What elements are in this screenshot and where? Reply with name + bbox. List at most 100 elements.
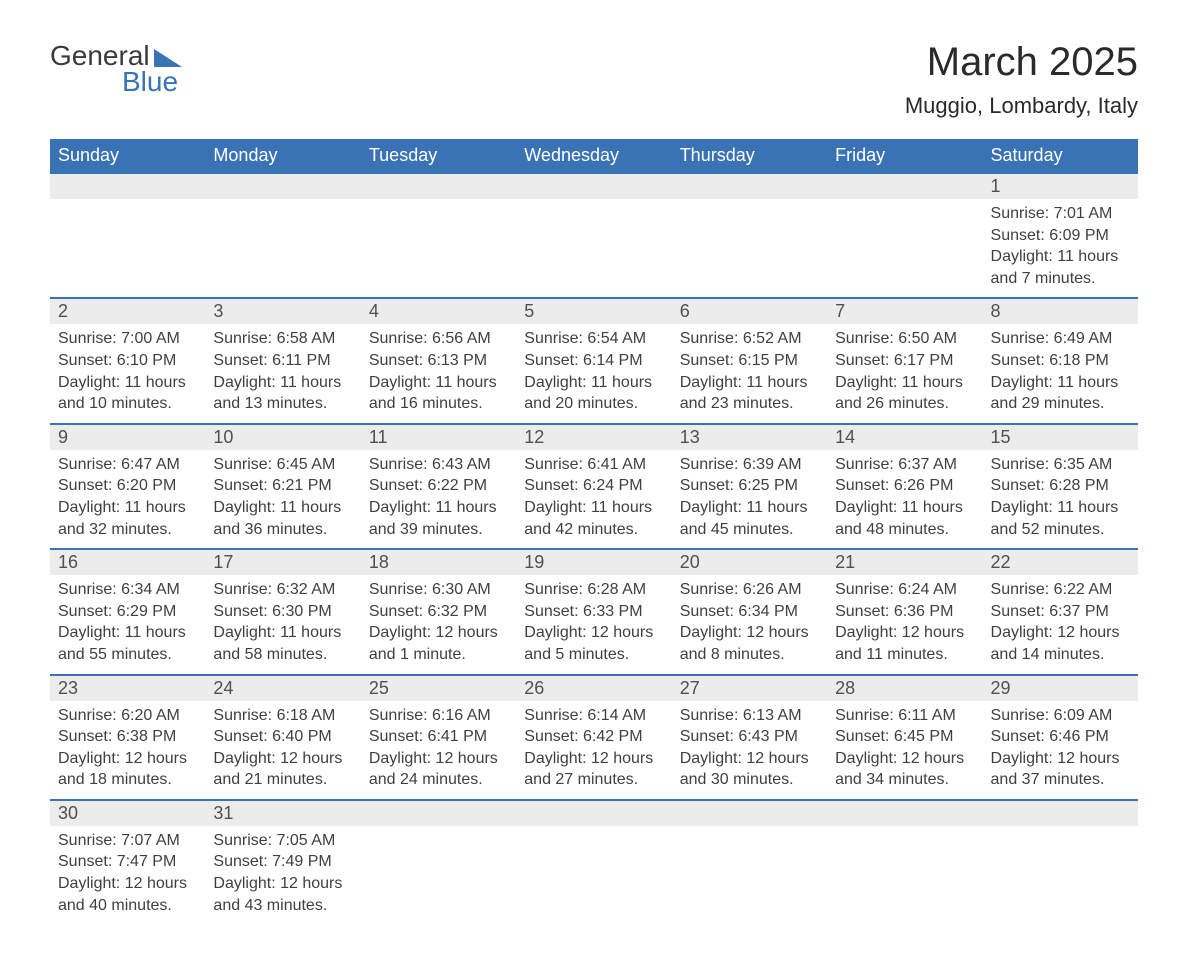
daylight-text-2: and 5 minutes. [524, 644, 663, 666]
info-cell: Sunrise: 7:07 AMSunset: 7:47 PMDaylight:… [50, 826, 205, 924]
daylight-text-1: Daylight: 12 hours [680, 748, 819, 770]
date-cell: 26 [516, 675, 671, 701]
sunset-text: Sunset: 6:42 PM [524, 726, 663, 748]
daylight-text-2: and 20 minutes. [524, 393, 663, 415]
sunrise-text: Sunrise: 6:56 AM [369, 328, 508, 350]
sunrise-text: Sunrise: 6:30 AM [369, 579, 508, 601]
date-cell: 12 [516, 424, 671, 450]
info-cell: Sunrise: 7:05 AMSunset: 7:49 PMDaylight:… [205, 826, 360, 924]
daylight-text-1: Daylight: 11 hours [680, 497, 819, 519]
info-cell: Sunrise: 6:41 AMSunset: 6:24 PMDaylight:… [516, 450, 671, 549]
date-cell: 24 [205, 675, 360, 701]
info-cell: Sunrise: 7:01 AMSunset: 6:09 PMDaylight:… [983, 199, 1138, 298]
header: General Blue March 2025 Muggio, Lombardy… [50, 40, 1138, 119]
date-cell: 10 [205, 424, 360, 450]
date-cell: 17 [205, 549, 360, 575]
info-cell: Sunrise: 6:50 AMSunset: 6:17 PMDaylight:… [827, 324, 982, 423]
sunrise-text: Sunrise: 6:26 AM [680, 579, 819, 601]
daylight-text-1: Daylight: 12 hours [991, 748, 1130, 770]
daylight-text-2: and 11 minutes. [835, 644, 974, 666]
sunset-text: Sunset: 6:09 PM [991, 225, 1130, 247]
date-cell: 18 [361, 549, 516, 575]
sunset-text: Sunset: 7:49 PM [213, 851, 352, 873]
daylight-text-2: and 42 minutes. [524, 519, 663, 541]
daylight-text-1: Daylight: 12 hours [58, 873, 197, 895]
info-row: Sunrise: 6:20 AMSunset: 6:38 PMDaylight:… [50, 701, 1138, 800]
daylight-text-2: and 7 minutes. [991, 268, 1130, 290]
sunrise-text: Sunrise: 6:47 AM [58, 454, 197, 476]
daylight-text-2: and 58 minutes. [213, 644, 352, 666]
info-cell: Sunrise: 6:47 AMSunset: 6:20 PMDaylight:… [50, 450, 205, 549]
month-title: March 2025 [905, 40, 1138, 85]
day-header: Thursday [672, 139, 827, 173]
sunset-text: Sunset: 6:28 PM [991, 475, 1130, 497]
daylight-text-2: and 48 minutes. [835, 519, 974, 541]
info-cell [361, 826, 516, 924]
info-cell: Sunrise: 6:30 AMSunset: 6:32 PMDaylight:… [361, 575, 516, 674]
daylight-text-2: and 23 minutes. [680, 393, 819, 415]
date-cell: 5 [516, 298, 671, 324]
date-cell: 23 [50, 675, 205, 701]
sunrise-text: Sunrise: 6:54 AM [524, 328, 663, 350]
info-cell: Sunrise: 6:11 AMSunset: 6:45 PMDaylight:… [827, 701, 982, 800]
date-cell: 25 [361, 675, 516, 701]
sunset-text: Sunset: 6:26 PM [835, 475, 974, 497]
info-cell: Sunrise: 7:00 AMSunset: 6:10 PMDaylight:… [50, 324, 205, 423]
date-cell [672, 173, 827, 199]
sunset-text: Sunset: 6:45 PM [835, 726, 974, 748]
sunset-text: Sunset: 6:34 PM [680, 601, 819, 623]
info-cell [205, 199, 360, 298]
daylight-text-2: and 24 minutes. [369, 769, 508, 791]
date-cell: 15 [983, 424, 1138, 450]
sunset-text: Sunset: 6:22 PM [369, 475, 508, 497]
date-cell [516, 173, 671, 199]
daylight-text-2: and 34 minutes. [835, 769, 974, 791]
info-cell [672, 199, 827, 298]
date-cell: 6 [672, 298, 827, 324]
logo: General Blue [50, 40, 182, 98]
daylight-text-2: and 18 minutes. [58, 769, 197, 791]
daylight-text-2: and 52 minutes. [991, 519, 1130, 541]
sunset-text: Sunset: 6:33 PM [524, 601, 663, 623]
sunset-text: Sunset: 6:32 PM [369, 601, 508, 623]
info-cell: Sunrise: 6:16 AMSunset: 6:41 PMDaylight:… [361, 701, 516, 800]
daylight-text-1: Daylight: 11 hours [58, 622, 197, 644]
daylight-text-1: Daylight: 11 hours [991, 497, 1130, 519]
info-cell: Sunrise: 6:34 AMSunset: 6:29 PMDaylight:… [50, 575, 205, 674]
date-row: 2345678 [50, 298, 1138, 324]
daylight-text-1: Daylight: 12 hours [524, 748, 663, 770]
sunset-text: Sunset: 6:40 PM [213, 726, 352, 748]
info-cell: Sunrise: 6:45 AMSunset: 6:21 PMDaylight:… [205, 450, 360, 549]
sunrise-text: Sunrise: 6:49 AM [991, 328, 1130, 350]
info-cell: Sunrise: 6:58 AMSunset: 6:11 PMDaylight:… [205, 324, 360, 423]
date-cell: 31 [205, 800, 360, 826]
date-cell: 3 [205, 298, 360, 324]
sunrise-text: Sunrise: 7:07 AM [58, 830, 197, 852]
daylight-text-1: Daylight: 12 hours [213, 873, 352, 895]
date-cell [516, 800, 671, 826]
date-cell: 9 [50, 424, 205, 450]
date-row: 16171819202122 [50, 549, 1138, 575]
info-row: Sunrise: 7:07 AMSunset: 7:47 PMDaylight:… [50, 826, 1138, 924]
daylight-text-1: Daylight: 11 hours [369, 372, 508, 394]
sunset-text: Sunset: 6:11 PM [213, 350, 352, 372]
sunset-text: Sunset: 6:21 PM [213, 475, 352, 497]
day-header: Friday [827, 139, 982, 173]
info-cell: Sunrise: 6:32 AMSunset: 6:30 PMDaylight:… [205, 575, 360, 674]
daylight-text-1: Daylight: 12 hours [835, 622, 974, 644]
daylight-text-1: Daylight: 11 hours [991, 246, 1130, 268]
sunset-text: Sunset: 6:17 PM [835, 350, 974, 372]
date-cell: 30 [50, 800, 205, 826]
daylight-text-1: Daylight: 11 hours [58, 372, 197, 394]
info-cell: Sunrise: 6:39 AMSunset: 6:25 PMDaylight:… [672, 450, 827, 549]
sunrise-text: Sunrise: 6:28 AM [524, 579, 663, 601]
date-cell: 2 [50, 298, 205, 324]
date-cell: 16 [50, 549, 205, 575]
daylight-text-2: and 40 minutes. [58, 895, 197, 917]
daylight-text-2: and 26 minutes. [835, 393, 974, 415]
info-cell: Sunrise: 6:18 AMSunset: 6:40 PMDaylight:… [205, 701, 360, 800]
date-cell [50, 173, 205, 199]
date-row: 1 [50, 173, 1138, 199]
sunset-text: Sunset: 6:15 PM [680, 350, 819, 372]
info-row: Sunrise: 7:00 AMSunset: 6:10 PMDaylight:… [50, 324, 1138, 423]
